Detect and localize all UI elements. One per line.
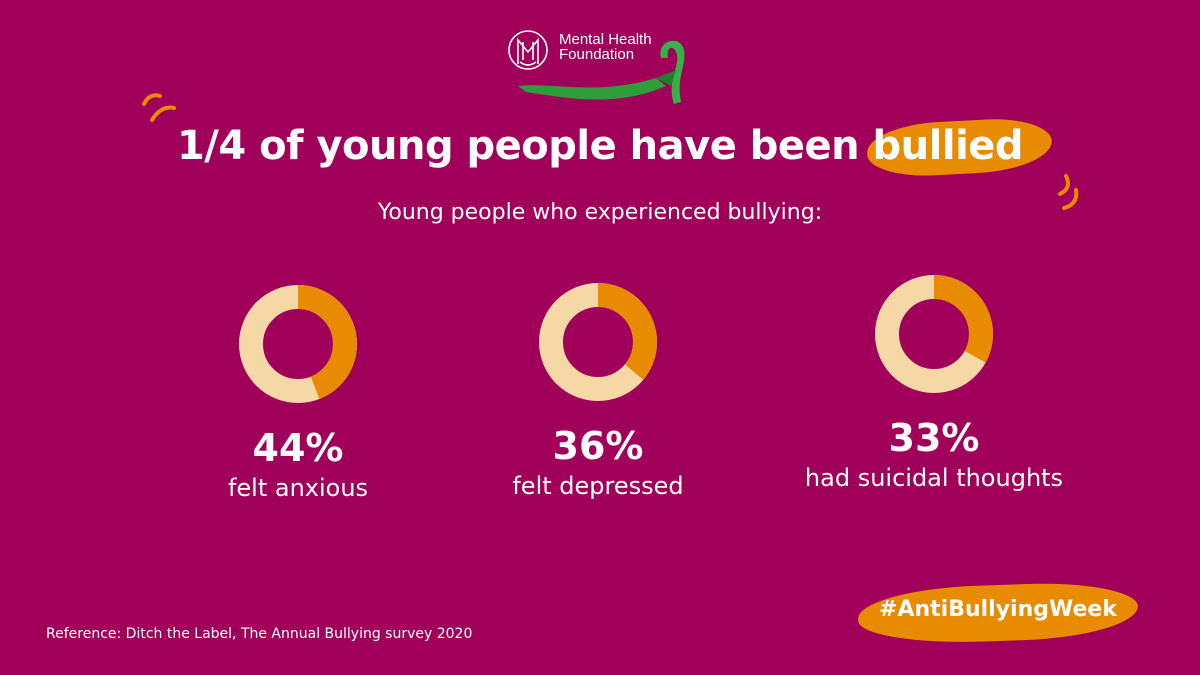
stat-value: 33%	[888, 416, 980, 460]
brand-name: Mental Health Foundation	[559, 32, 652, 62]
stat-item: 36% felt depressed	[448, 280, 748, 502]
headline: 1/4 of young people have been bullied	[176, 118, 1024, 174]
stat-label: felt anxious	[227, 474, 369, 502]
donut-value-arc	[875, 275, 993, 393]
stat-label: had suicidal thoughts	[804, 464, 1064, 492]
green-awareness-ribbon-icon	[518, 40, 685, 104]
stat-item: 33% had suicidal thoughts	[784, 272, 1084, 494]
donut-chart	[539, 283, 657, 401]
donut-value-arc	[239, 285, 357, 403]
donut-chart	[875, 275, 993, 393]
chart-subtitle: Young people who experienced bullying:	[377, 200, 823, 225]
donut-value-arc	[539, 283, 657, 401]
decorative-squiggle-icon	[142, 93, 176, 122]
donut-chart	[239, 285, 357, 403]
stat-label: felt depressed	[512, 472, 684, 500]
brand-name-line1: Mental Health	[559, 31, 652, 48]
reference-note: Reference: Ditch the Label, The Annual B…	[46, 626, 473, 642]
hashtag-text: #AntiBullyingWeek	[879, 597, 1117, 622]
headline-highlight: bullied	[873, 118, 1024, 174]
stat-item: 44% felt anxious	[148, 282, 448, 504]
hashtag-badge: #AntiBullyingWeek	[857, 580, 1139, 646]
brand-name-line2: Foundation	[559, 46, 635, 63]
stat-value: 44%	[252, 426, 344, 470]
mental-health-foundation-logo	[508, 30, 685, 104]
headline-text: 1/4 of young people have been	[176, 123, 873, 169]
headline-container: 1/4 of young people have been bullied	[0, 118, 1200, 174]
decorative-squiggle-icon	[1058, 174, 1079, 210]
mhf-monogram-icon	[508, 30, 548, 70]
stat-value: 36%	[552, 424, 644, 468]
